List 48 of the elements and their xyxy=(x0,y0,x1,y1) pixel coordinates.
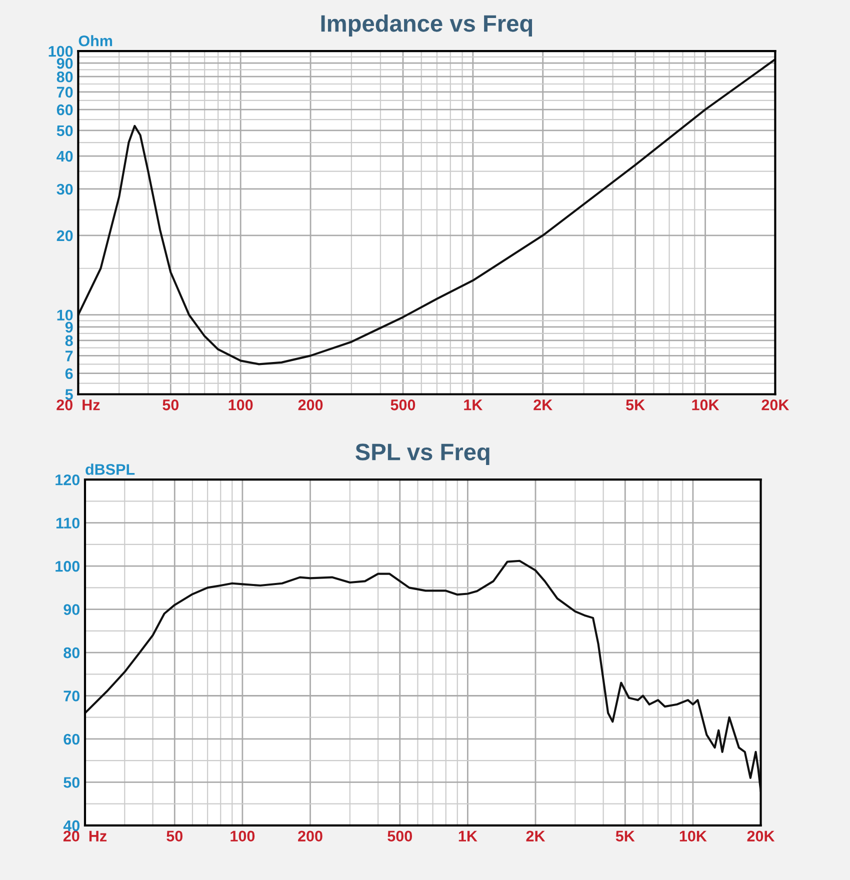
y-tick-label: 90 xyxy=(64,604,80,615)
y-tick-label: 70 xyxy=(57,86,73,98)
y-tick-label: 50 xyxy=(64,777,80,788)
y-tick-label: 40 xyxy=(63,820,80,832)
y-axis-title: Ohm xyxy=(78,35,112,46)
x-tick-label: 20 Hz xyxy=(56,400,100,410)
y-tick-label: 120 xyxy=(56,474,80,486)
y-tick-label: 5 xyxy=(65,389,73,400)
y-tick-label: 80 xyxy=(64,647,80,658)
y-tick-label: 80 xyxy=(56,71,73,82)
y-tick-label: 110 xyxy=(56,518,80,529)
y-tick-label: 90 xyxy=(56,58,73,69)
x-tick-label: 5K xyxy=(616,830,635,842)
x-tick-label: 10K xyxy=(692,400,720,410)
x-tick-label: 50 xyxy=(162,400,179,410)
y-tick-label: 40 xyxy=(56,150,73,162)
y-tick-label: 9 xyxy=(65,322,73,333)
x-tick-label: 5K xyxy=(626,400,645,410)
x-tick-label: 2K xyxy=(534,400,552,410)
y-tick-label: 100 xyxy=(48,46,73,57)
chart-title: Impedance vs Freq xyxy=(321,14,532,36)
x-tick-label: 10K xyxy=(680,830,707,842)
y-tick-label: 60 xyxy=(64,734,80,745)
x-tick-label: 200 xyxy=(298,400,323,410)
chart-title: SPL vs Freq xyxy=(356,444,490,466)
y-tick-label: 7 xyxy=(66,350,73,362)
y-tick-label: 10 xyxy=(57,310,73,321)
x-tick-label: 200 xyxy=(298,830,322,842)
y-tick-label: 70 xyxy=(64,690,80,702)
x-tick-label: 20K xyxy=(747,830,775,842)
x-tick-label: 1K xyxy=(464,400,483,410)
x-tick-label: 500 xyxy=(390,400,416,410)
x-tick-label: 500 xyxy=(388,830,412,842)
x-tick-label: 100 xyxy=(228,400,253,410)
y-tick-label: 6 xyxy=(65,368,73,380)
x-tick-label: 50 xyxy=(166,830,183,842)
y-axis-title: dBSPL xyxy=(86,464,135,475)
y-tick-label: 20 xyxy=(56,230,73,242)
x-tick-label: 1K xyxy=(458,830,478,842)
x-tick-label: 100 xyxy=(230,830,255,842)
x-tick-label: 20 Hz xyxy=(63,830,107,842)
y-tick-label: 60 xyxy=(56,104,73,116)
y-tick-label: 30 xyxy=(56,184,73,195)
x-tick-label: 20K xyxy=(762,400,790,410)
x-tick-label: 2K xyxy=(526,830,546,842)
y-tick-label: 100 xyxy=(56,560,80,572)
y-tick-label: 50 xyxy=(56,125,73,136)
y-tick-label: 8 xyxy=(65,335,73,346)
